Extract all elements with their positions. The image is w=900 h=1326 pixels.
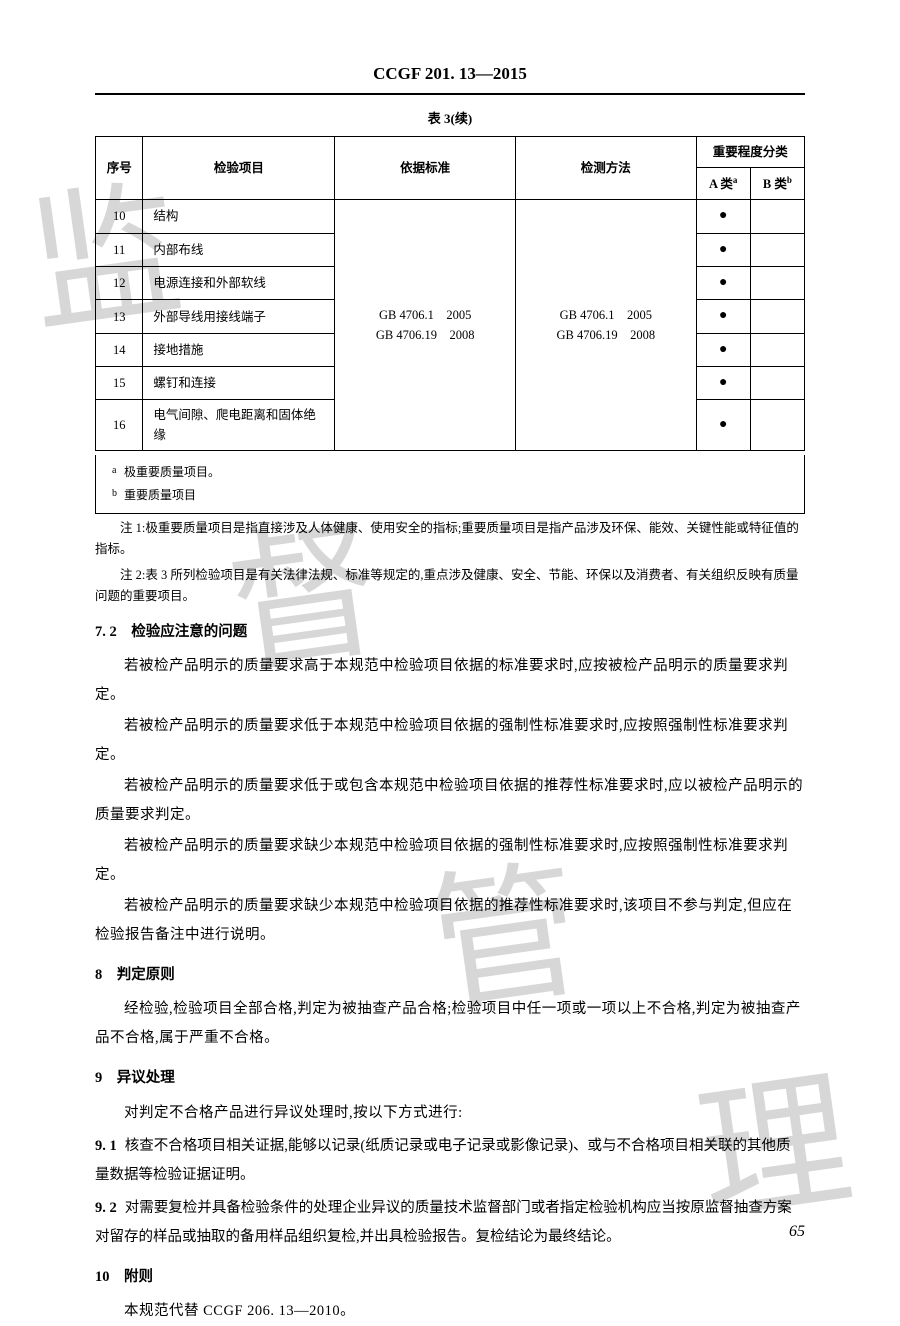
cell-seq: 11 [96,233,143,266]
cell-item: 结构 [143,200,335,233]
cell-item: 螺钉和连接 [143,367,335,400]
cell-item: 外部导线用接线端子 [143,300,335,333]
cell-class-a: ● [696,233,750,266]
cell-class-b [750,400,804,451]
table-row: 10结构GB 4706.1 2005GB 4706.19 2008GB 4706… [96,200,805,233]
document-header: CCGF 201. 13—2015 [95,60,805,95]
para-7-2-e: 若被检产品明示的质量要求缺少本规范中检验项目依据的推荐性标准要求时,该项目不参与… [95,892,805,950]
table-caption: 表 3(续) [95,109,805,130]
cell-class-b [750,367,804,400]
cell-methods: GB 4706.1 2005GB 4706.19 2008 [515,200,696,451]
heading-9: 9 异议处理 [95,1067,805,1090]
footnote-b: b重要质量项目 [124,484,790,507]
heading-10: 10 附则 [95,1266,805,1289]
cell-item: 内部布线 [143,233,335,266]
note-1: 注 1:极重要质量项目是指直接涉及人体健康、使用安全的指标;重要质量项目是指产品… [95,518,805,561]
th-class-b: B 类b [750,167,804,199]
cell-class-b [750,300,804,333]
cell-class-a: ● [696,300,750,333]
heading-8: 8 判定原则 [95,964,805,987]
cell-seq: 14 [96,333,143,366]
table-body: 10结构GB 4706.1 2005GB 4706.19 2008GB 4706… [96,200,805,451]
cell-item: 电源连接和外部软线 [143,266,335,299]
para-9-1: 9. 1核查不合格项目相关证据,能够以记录(纸质记录或电子记录或影像记录)、或与… [95,1132,805,1190]
cell-class-b [750,200,804,233]
th-seq: 序号 [96,136,143,199]
cell-class-a: ● [696,200,750,233]
para-7-2-a: 若被检产品明示的质量要求高于本规范中检验项目依据的标准要求时,应按被检产品明示的… [95,652,805,710]
para-9-2: 9. 2对需要复检并具备检验条件的处理企业异议的质量技术监督部门或者指定检验机构… [95,1194,805,1252]
para-8: 经检验,检验项目全部合格,判定为被抽查产品合格;检验项目中任一项或一项以上不合格… [95,995,805,1053]
cell-seq: 16 [96,400,143,451]
cell-standards: GB 4706.1 2005GB 4706.19 2008 [335,200,516,451]
cell-class-a: ● [696,367,750,400]
cell-class-a: ● [696,333,750,366]
cell-class-b [750,266,804,299]
cell-item: 电气间隙、爬电距离和固体绝缘 [143,400,335,451]
th-method: 检测方法 [515,136,696,199]
note-2: 注 2:表 3 所列检验项目是有关法律法规、标准等规定的,重点涉及健康、安全、节… [95,565,805,608]
para-7-2-d: 若被检产品明示的质量要求缺少本规范中检验项目依据的强制性标准要求时,应按照强制性… [95,832,805,890]
inspection-table: 序号 检验项目 依据标准 检测方法 重要程度分类 A 类a B 类b 10结构G… [95,136,805,452]
cell-seq: 10 [96,200,143,233]
th-standard: 依据标准 [335,136,516,199]
cell-seq: 12 [96,266,143,299]
heading-7-2: 7. 2 检验应注意的问题 [95,621,805,644]
cell-class-a: ● [696,266,750,299]
cell-seq: 13 [96,300,143,333]
cell-class-a: ● [696,400,750,451]
para-10: 本规范代替 CCGF 206. 13—2010。 [95,1297,805,1326]
th-class-a: A 类a [696,167,750,199]
th-importance: 重要程度分类 [696,136,804,167]
th-item: 检验项目 [143,136,335,199]
para-9-intro: 对判定不合格产品进行异议处理时,按以下方式进行: [95,1099,805,1128]
table-footnotes: a极重要质量项目。 b重要质量项目 [95,455,805,514]
cell-class-b [750,233,804,266]
cell-seq: 15 [96,367,143,400]
cell-item: 接地措施 [143,333,335,366]
cell-class-b [750,333,804,366]
para-7-2-b: 若被检产品明示的质量要求低于本规范中检验项目依据的强制性标准要求时,应按照强制性… [95,712,805,770]
footnote-a: a极重要质量项目。 [124,461,790,484]
para-7-2-c: 若被检产品明示的质量要求低于或包含本规范中检验项目依据的推荐性标准要求时,应以被… [95,772,805,830]
